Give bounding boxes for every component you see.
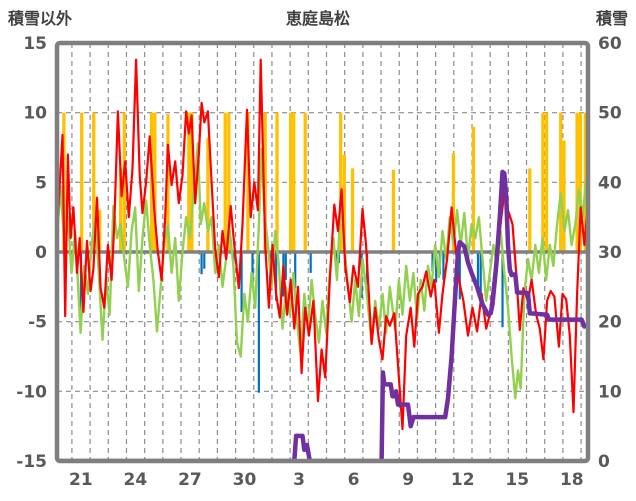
x-axis-tick-label: 15 [505,470,529,490]
right-axis-tick-label: 0 [598,452,610,472]
blue-bars-bar [251,252,254,287]
orange-bars-bar [391,169,396,252]
blue-bars-bar [476,252,480,294]
blue-bars-bar [294,252,297,289]
orange-bars-bar [263,112,267,253]
right-axis-tick-label: 10 [598,382,622,402]
orange-bars-bar [187,112,191,253]
orange-bars-bar [303,112,307,253]
blue-bars-bar [79,252,83,326]
blue-bars-bar [240,252,243,312]
x-axis-tick-label: 27 [178,470,202,490]
orange-bars-bar [98,210,102,252]
orange-bars-bar [342,154,346,252]
x-axis-tick-label: 21 [69,470,93,490]
orange-bars-bar [451,153,456,252]
blue-bars-bar [203,252,206,269]
left-axis-tick-label: -15 [16,452,47,472]
blue-bars-bar [442,252,445,280]
orange-bars-bar [541,112,545,253]
orange-bars-bar [122,112,126,253]
blue-bars-bar [431,252,434,272]
left-axis-tick-label: 0 [35,243,47,263]
blue-bars-bar [435,252,438,283]
chart-title: 恵庭島松 [285,9,350,28]
orange-bars-bar [575,112,579,253]
orange-bars-bar [578,112,582,253]
orange-bars-bar [339,112,343,253]
x-axis-tick-label: 30 [233,470,257,490]
orange-bars-bar [562,140,566,252]
orange-bars-bar [559,112,563,253]
orange-bars-bar [528,168,532,252]
left-axis-tick-label: 10 [23,104,47,124]
blue-bars-bar [257,252,260,393]
blue-bars-bar [284,252,287,280]
x-axis-tick-label: 3 [293,470,305,490]
purple-line [57,169,588,461]
orange-bars-bar [544,112,549,253]
right-axis-tick-label: 60 [598,34,622,54]
blue-bars-bar [200,252,203,275]
orange-bars-bar [471,126,476,252]
right-axis-tick-label: 20 [598,313,622,333]
x-axis-tick-label: 24 [124,470,148,490]
left-axis-tick-label: -5 [28,313,47,333]
orange-bars [62,112,587,253]
orange-bars-bar [166,114,170,252]
right-axis-tick-label: 40 [598,173,622,193]
blue-bars-bar [309,252,312,273]
x-axis-tick-label: 12 [451,470,475,490]
orange-bars-bar [292,112,296,253]
x-axis-tick-label: 18 [560,470,584,490]
orange-bars-bar [206,137,210,252]
plot-border [54,40,591,464]
right-axis-title: 積雪 [595,9,628,28]
orange-bars-bar [92,112,96,253]
left-axis-title: 積雪以外 [8,9,73,28]
orange-bars-bar [246,112,250,253]
left-axis-tick-label: 5 [35,173,47,193]
blue-bars-bar [479,252,482,303]
orange-bars-bar [275,112,279,253]
blue-bars-bar [458,252,461,300]
right-axis-tick-label: 30 [598,243,622,263]
orange-bars-bar [190,112,194,253]
orange-bars-bar [223,112,227,253]
orange-bars-bar [80,112,84,253]
right-axis-tick-label: 50 [598,104,622,124]
orange-bars-bar [350,168,355,252]
orange-bars-bar [227,112,231,253]
left-axis-tick-label: 15 [23,34,47,54]
x-axis-tick-label: 9 [402,470,414,490]
orange-bars-bar [289,112,293,253]
left-axis-tick-label: -10 [16,382,47,402]
x-axis-tick-label: 6 [348,470,360,490]
blue-bars-bar [501,252,504,328]
orange-bars-bar [119,168,123,252]
orange-bars-bar [153,112,157,253]
blue-bars-bar [275,252,278,301]
